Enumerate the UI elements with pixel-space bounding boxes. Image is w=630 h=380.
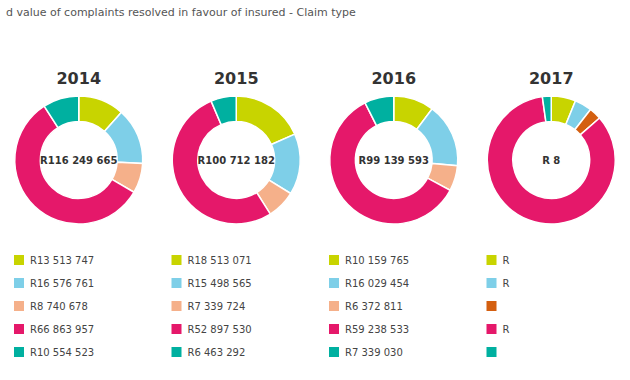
legend-swatch [172, 324, 182, 334]
donut-slice [542, 96, 551, 122]
legend-swatch [172, 301, 182, 311]
legend-label: R52 897 530 [188, 324, 252, 335]
legend-label: R16 576 761 [30, 278, 94, 289]
legend-swatch [172, 347, 182, 357]
donut-title: 2016 [371, 69, 416, 88]
legend-label: R [503, 324, 510, 335]
chart: 2014 R116 249 665 R13 513 747 R16 576 761 R8… [0, 0, 630, 380]
legend-swatch [329, 301, 339, 311]
donut-total: R116 249 665 [40, 155, 117, 166]
legend-swatch [487, 301, 497, 311]
legend-label: R10 554 523 [30, 347, 94, 358]
chart-title: d value of complaints resolved in favour… [6, 6, 356, 19]
donut-chart: 2014 R116 249 665 R13 513 747 R16 576 761 R8… [14, 69, 143, 358]
legend-swatch [172, 278, 182, 288]
legend-label: R7 339 030 [345, 347, 403, 358]
legend-label: R66 863 957 [30, 324, 94, 335]
donut-slice [487, 97, 615, 224]
legend: R18 513 071 R15 498 565 R7 339 724 R52 897 … [172, 255, 252, 358]
legend-label: R6 372 811 [345, 301, 403, 312]
donut-total: R100 712 182 [198, 155, 275, 166]
legend-label: R10 159 765 [345, 255, 409, 266]
legend-swatch [329, 347, 339, 357]
donut-chart: 2017 R 8 R R R [487, 69, 616, 357]
legend-label: R6 463 292 [188, 347, 246, 358]
legend-swatch [14, 278, 24, 288]
donut-slice [365, 96, 394, 126]
legend-swatch [329, 255, 339, 265]
legend-label: R59 238 533 [345, 324, 409, 335]
legend-label: R [503, 255, 510, 266]
legend-label: R [503, 278, 510, 289]
donut-total: R 8 [542, 155, 560, 166]
legend-label: R13 513 747 [30, 255, 94, 266]
legend: R R R [487, 255, 510, 357]
donut-total: R99 139 593 [359, 155, 429, 166]
donut-title: 2017 [529, 69, 574, 88]
donut-slice [44, 96, 79, 128]
legend-swatch [329, 324, 339, 334]
legend-label: R8 740 678 [30, 301, 88, 312]
donut-slice [15, 106, 134, 224]
legend: R10 159 765 R16 029 454 R6 372 811 R59 238 … [329, 255, 409, 358]
legend-swatch [172, 255, 182, 265]
legend-label: R15 498 565 [188, 278, 252, 289]
legend-swatch [487, 255, 497, 265]
legend-label: R16 029 454 [345, 278, 409, 289]
legend-swatch [487, 278, 497, 288]
legend-label: R18 513 071 [188, 255, 252, 266]
legend-swatch [329, 278, 339, 288]
donut-chart: 2016 R99 139 593 R10 159 765 R16 029 454 R6 … [329, 69, 458, 358]
donut-title: 2015 [214, 69, 259, 88]
donut-title: 2014 [56, 69, 101, 88]
legend-swatch [487, 347, 497, 357]
legend-swatch [14, 301, 24, 311]
legend-swatch [487, 324, 497, 334]
donut-slice [211, 96, 236, 125]
legend-swatch [14, 255, 24, 265]
legend-label: R7 339 724 [188, 301, 246, 312]
donut-chart: 2015 R100 712 182 R18 513 071 R15 498 565 R7… [172, 69, 301, 358]
legend: R13 513 747 R16 576 761 R8 740 678 R66 863 … [14, 255, 94, 358]
legend-swatch [14, 324, 24, 334]
legend-swatch [14, 347, 24, 357]
